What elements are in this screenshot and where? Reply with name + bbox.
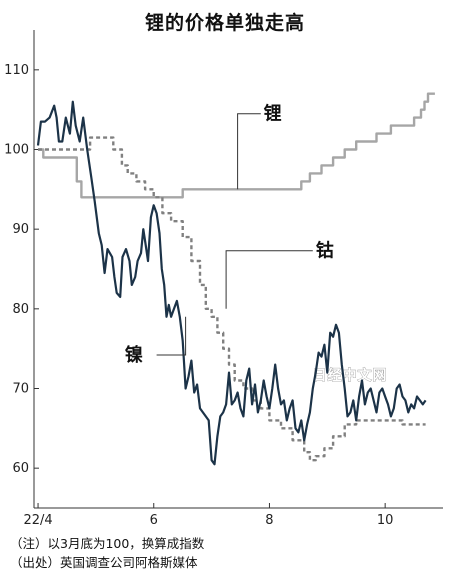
footnote-note: （注）以3月底为100，换算成指数	[10, 536, 205, 551]
y-tick-label: 90	[12, 222, 29, 237]
chart-title: 锂的价格单独走高	[144, 12, 305, 34]
y-tick-label: 70	[12, 382, 29, 397]
series-line-2	[36, 100, 427, 466]
series-label-1: 钴	[316, 240, 334, 262]
x-tick-label: 10	[377, 513, 394, 528]
y-tick-label: 60	[12, 461, 29, 476]
series-line-1	[38, 136, 426, 462]
y-tick-label: 100	[4, 143, 29, 158]
series-layer	[36, 92, 435, 466]
y-tick-label: 110	[4, 63, 29, 78]
x-tick-label: 22/4	[23, 513, 52, 528]
callout-leader-0	[237, 113, 261, 190]
axes: 60 70 80 90 100 110 22/4 6 8 10 日经中文网	[4, 30, 443, 528]
callouts: 锂钴镍	[125, 103, 334, 366]
footnote-source: （出处）英国调查公司阿格斯媒体	[10, 555, 198, 570]
callout-leader-2	[156, 316, 187, 356]
x-tick-label: 8	[265, 513, 273, 528]
x-tick-label: 6	[150, 513, 158, 528]
callout-leader-1	[225, 250, 313, 309]
y-tick-label: 80	[12, 302, 29, 317]
series-label-0: 锂	[264, 103, 282, 125]
watermark-text: 日经中文网	[313, 367, 388, 384]
series-label-2: 镍	[125, 344, 143, 366]
series-line-0	[38, 92, 435, 199]
